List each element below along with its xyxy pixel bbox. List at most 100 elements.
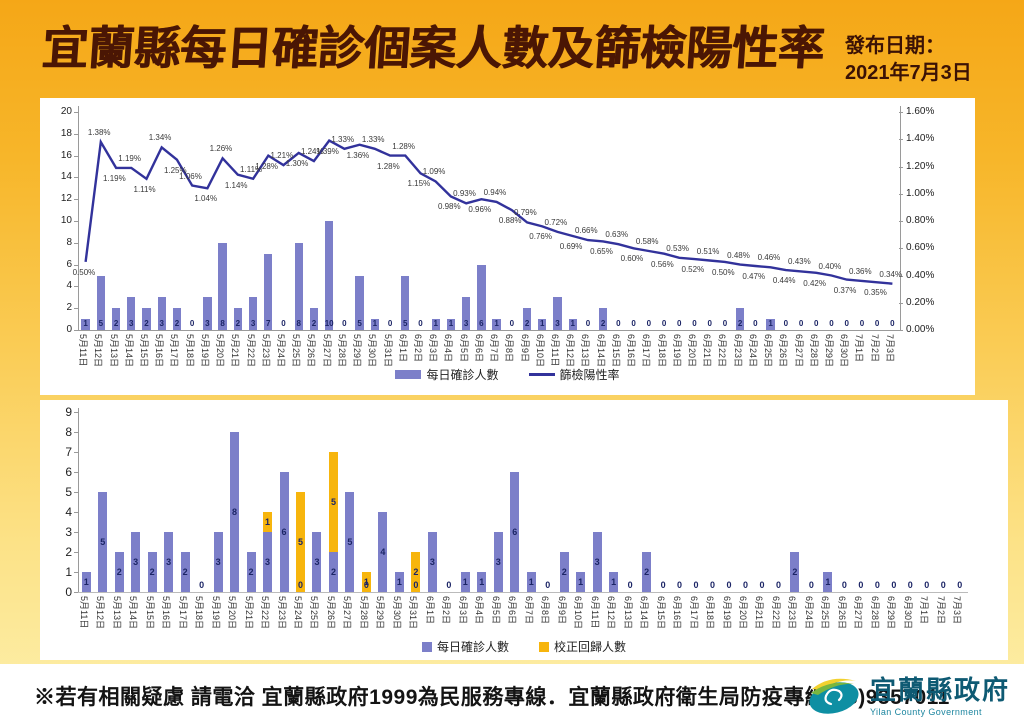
left-axis-tick-label: 2: [66, 302, 72, 314]
bar-daily-cases: [142, 308, 151, 330]
date-label: 5月26日: [306, 334, 317, 368]
date-label: 6月14日: [595, 334, 606, 368]
bar-daily-cases: [213, 532, 223, 592]
date-label: 5月13日: [111, 596, 122, 630]
date-label: 5月27日: [321, 334, 332, 368]
date-label: 6月11日: [589, 596, 600, 629]
line-value-label: 0.98%: [437, 202, 461, 212]
bar-daily-cases: [355, 275, 364, 330]
right-axis-tick-label: 0.60%: [906, 242, 935, 254]
right-axis-tick: [899, 139, 903, 141]
bar-daily-cases: [81, 572, 91, 592]
line-value-label: 0.56%: [651, 259, 674, 269]
corrected-value-label: 1: [265, 517, 271, 527]
line-value-label: 1.28%: [377, 161, 400, 171]
date-label: 5月18日: [184, 334, 195, 368]
left-axis-tick-label: 7: [65, 445, 72, 459]
bar-daily-cases: [492, 319, 501, 330]
bar-value-label: 2: [113, 319, 119, 328]
left-axis-tick-label: 0: [65, 585, 72, 599]
bar-value-label: 0: [545, 580, 551, 590]
date-label: 6月9日: [519, 334, 530, 363]
bar-value-label: 0: [798, 319, 804, 328]
bar-value-label: 7: [266, 319, 271, 328]
date-label: 6月19日: [721, 596, 732, 630]
bar-value-label: 0: [693, 580, 699, 590]
date-label: 6月6日: [507, 596, 518, 625]
line-value-label: 0.93%: [453, 189, 476, 199]
bar-daily-cases: [370, 319, 380, 330]
bar-value-label: 2: [182, 567, 188, 577]
line-value-label: 0.88%: [498, 216, 522, 226]
left-axis-tick: [74, 492, 78, 493]
date-label: 6月16日: [626, 334, 637, 368]
bar-corrected-cases: [361, 572, 371, 592]
bar-value-label: 0: [783, 319, 789, 328]
bar-daily-cases: [609, 572, 619, 592]
line-value-label: 0.44%: [772, 276, 796, 286]
chart1-legend: 每日確診人數 篩檢陽性率: [40, 366, 975, 383]
bar-daily-cases: [592, 532, 602, 592]
bar-value-label: 2: [792, 567, 798, 577]
date-label: 5月25日: [309, 596, 320, 630]
date-label: 5月15日: [144, 596, 155, 630]
bar-daily-cases: [248, 297, 258, 330]
bar-value-label: 0: [859, 319, 865, 328]
date-label: 6月18日: [705, 596, 716, 630]
bar-value-label: 3: [429, 557, 435, 567]
left-axis-tick: [74, 286, 78, 288]
left-axis: [78, 408, 79, 592]
left-axis-tick-label: 8: [65, 425, 72, 439]
bar-value-label: 3: [166, 557, 172, 567]
positivity-rate-swatch: [528, 373, 555, 376]
date-label: 5月20日: [215, 334, 226, 368]
right-axis-tick: [899, 112, 903, 113]
date-label: 6月17日: [641, 334, 652, 368]
daily-cases-swatch: [421, 641, 432, 652]
bar-daily-cases: [538, 319, 547, 330]
bar-daily-cases: [233, 308, 243, 330]
line-value-label: 1.11%: [240, 164, 263, 174]
bar-value-label: 8: [220, 319, 225, 328]
footer: ※若有相關疑慮 請電洽 宜蘭縣政府1999為民服務專線．宜蘭縣政府衛生局防疫專線…: [0, 664, 1024, 724]
bar-value-label: 1: [83, 319, 88, 328]
x-axis: [78, 330, 900, 331]
date-label: 6月22日: [717, 334, 728, 368]
left-axis-tick-label: 14: [60, 171, 72, 183]
date-label: 6月25日: [763, 334, 774, 368]
left-axis-tick-label: 2: [65, 545, 72, 559]
legend-label: 篩檢陽性率: [559, 368, 620, 382]
line-value-label: 0.76%: [529, 232, 552, 242]
bar-daily-cases: [431, 319, 440, 330]
date-label: 5月25日: [291, 334, 302, 368]
line-value-label: 0.50%: [711, 267, 735, 277]
left-axis-tick: [74, 532, 78, 533]
line-value-label: 0.34%: [879, 269, 903, 279]
date-label: 6月26日: [778, 334, 789, 368]
line-value-label: 1.25%: [163, 165, 187, 175]
bar-daily-cases: [131, 532, 141, 592]
date-label: 6月4日: [443, 334, 454, 363]
bar-value-label: 5: [98, 319, 104, 328]
publish-date-label: 發布日期：: [845, 35, 945, 57]
date-label: 5月14日: [128, 596, 139, 630]
bar-value-label: 2: [524, 319, 530, 328]
line-value-label: 0.42%: [803, 278, 826, 288]
left-axis: [78, 106, 79, 330]
bar-value-label: 0: [281, 319, 286, 328]
bar-value-label: 3: [205, 319, 210, 328]
date-label: 6月2日: [441, 596, 452, 625]
bar-daily-cases: [96, 275, 106, 330]
line-value-label: 0.69%: [559, 241, 583, 251]
bar-value-label: 0: [342, 319, 347, 328]
date-label: 6月29日: [824, 334, 834, 368]
bar-value-label: 5: [347, 537, 353, 547]
bar-value-label: 0: [829, 319, 834, 328]
bar-value-label: 1: [372, 319, 378, 328]
right-axis-tick: [899, 193, 903, 195]
legend-label: 每日確診人數: [436, 640, 509, 654]
bar-value-label: 0: [841, 580, 847, 590]
line-value-label: 1.38%: [87, 127, 111, 137]
bar-daily-cases: [312, 532, 322, 592]
date-label: 6月20日: [738, 596, 748, 630]
